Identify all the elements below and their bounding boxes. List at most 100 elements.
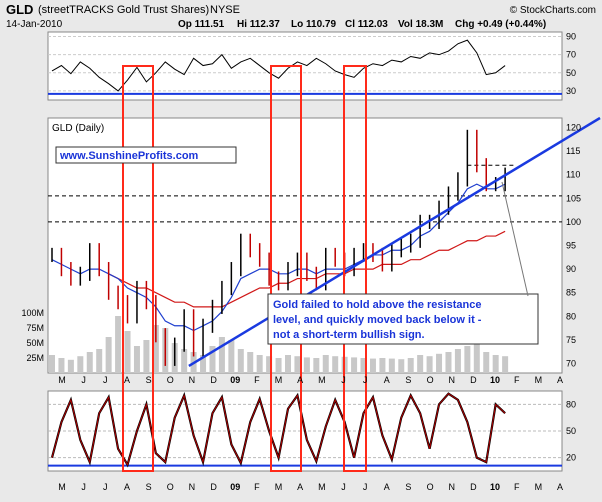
stoch-tick-label: 50 [566, 426, 576, 436]
volume-bar [294, 356, 301, 373]
x-tick-label: M [58, 375, 66, 385]
x-tick-label: J [103, 375, 108, 385]
x-tick-label: M [58, 482, 66, 492]
volume-bar [247, 352, 254, 373]
x-tick-label: M [318, 482, 326, 492]
trend-line [188, 116, 601, 367]
price-tick-label: 90 [566, 264, 576, 274]
price-tick-label: 100 [566, 217, 581, 227]
volume-bar [86, 352, 93, 373]
x-tick-label: N [189, 482, 196, 492]
volume-tick-label: 100M [21, 308, 44, 318]
close-label: Cl 112.03 [345, 19, 388, 30]
x-tick-label: M [275, 375, 283, 385]
x-tick-label: N [448, 375, 455, 385]
symbol-title: GLD [6, 2, 33, 17]
price-tick-label: 115 [566, 146, 580, 156]
x-tick-label: N [189, 375, 196, 385]
rsi-line [51, 39, 506, 92]
volume-bar [502, 356, 509, 373]
exchange: NYSE [210, 4, 240, 16]
volume-bar [464, 346, 471, 373]
highlight-box [343, 65, 367, 472]
x-tick-label: F [514, 375, 520, 385]
x-tick-label: D [470, 482, 477, 492]
x-tick-label: 10 [490, 375, 500, 385]
x-tick-label: S [405, 375, 411, 385]
x-tick-label: N [448, 482, 455, 492]
volume-bar [115, 316, 122, 373]
volume-bar [360, 358, 367, 373]
volume-bar [256, 355, 263, 373]
volume-bar [266, 356, 273, 373]
volume-bar [351, 357, 358, 373]
volume-bar [218, 337, 225, 373]
price-tick-label: 85 [566, 288, 576, 298]
volume-bar [492, 355, 499, 373]
x-tick-label: J [341, 482, 346, 492]
volume-bar [49, 355, 55, 373]
x-tick-label: F [254, 482, 260, 492]
volume-bar [445, 352, 452, 373]
x-tick-label: S [405, 482, 411, 492]
x-tick-label: A [297, 375, 303, 385]
grid-lines [48, 36, 562, 467]
volume-bar [454, 349, 461, 373]
annotation-line-1: Gold failed to hold above the resistance [273, 299, 481, 311]
price-panel-label: GLD (Daily) [52, 123, 104, 134]
x-tick-label: 09 [230, 482, 240, 492]
x-tick-label: 09 [230, 375, 240, 385]
volume-bar [200, 355, 207, 373]
annotation-line-3: not a short-term bullish sign. [273, 329, 425, 341]
volume-bar [124, 331, 131, 373]
volume-bar [313, 358, 320, 373]
stoch-tick-label: 20 [566, 453, 576, 463]
credit: © StockCharts.com [510, 5, 596, 16]
volume-bar [209, 346, 216, 373]
low-label: Lo 110.79 [291, 19, 336, 30]
x-tick-label: J [363, 375, 368, 385]
x-tick-label: A [557, 375, 563, 385]
x-tick-label: D [210, 375, 217, 385]
date-label: 14-Jan-2010 [6, 19, 63, 30]
series-lines [50, 39, 601, 472]
volume-bar [96, 349, 103, 373]
volume-bar [143, 340, 150, 373]
annotation-pointer [501, 181, 529, 297]
x-tick-label: A [297, 482, 303, 492]
volume-bar [181, 349, 188, 373]
volume-bar [436, 353, 443, 373]
x-tick-label: J [341, 375, 346, 385]
watermark-box [55, 146, 237, 164]
price-tick-label: 70 [566, 359, 576, 369]
rsi-tick-label: 70 [566, 50, 576, 60]
x-tick-label: O [427, 375, 434, 385]
x-tick-label: M [535, 375, 543, 385]
rsi-tick-label: 90 [566, 32, 576, 42]
volume-bar [275, 358, 282, 373]
volume-bar [237, 349, 244, 373]
price-tick-label: 75 [566, 335, 576, 345]
symbol-name: (streetTRACKS Gold Trust Shares) [38, 4, 209, 16]
price-tick-label: 110 [566, 170, 580, 180]
volume-tick-label: 50M [26, 338, 44, 348]
volume-bar [426, 356, 433, 373]
x-tick-label: A [124, 375, 130, 385]
volume-tick-label: 75M [26, 323, 44, 333]
volume-bar [388, 358, 395, 373]
price-tick-label: 120 [566, 122, 581, 132]
watermark-text[interactable]: www.SunshineProfits.com [59, 150, 199, 162]
x-tick-label: A [384, 375, 390, 385]
volume-bar [322, 355, 329, 373]
volume-bar [473, 343, 480, 373]
x-tick-label: M [318, 375, 326, 385]
stoch-line-red [51, 393, 506, 467]
high-label: Hi 112.37 [237, 19, 280, 30]
x-tick-label: M [275, 482, 283, 492]
annotation-box [267, 293, 539, 345]
annotation-line-2: level, and quickly moved back below it - [273, 314, 482, 326]
x-tick-label: M [535, 482, 543, 492]
change-label: Chg +0.49 (+0.44%) [455, 19, 546, 30]
highlight-box [270, 65, 302, 472]
